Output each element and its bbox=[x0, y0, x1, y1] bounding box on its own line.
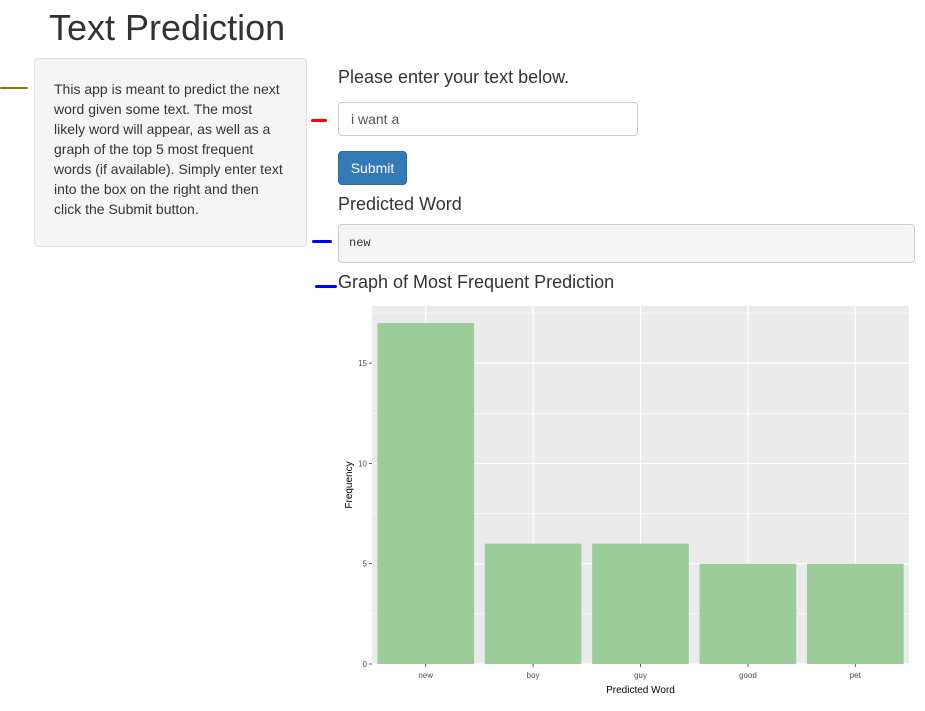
x-tick-label: new bbox=[418, 671, 433, 680]
predicted-word-label: Predicted Word bbox=[338, 194, 462, 214]
bar-boy bbox=[484, 543, 582, 664]
y-tick-label: 15 bbox=[358, 359, 367, 368]
x-tick-label: boy bbox=[527, 671, 540, 680]
x-tick-label: guy bbox=[634, 671, 647, 680]
x-tick-label: pet bbox=[850, 671, 862, 680]
text-input[interactable] bbox=[338, 102, 638, 136]
x-tick-label: good bbox=[739, 671, 757, 680]
x-axis-title: Predicted Word bbox=[606, 685, 675, 696]
bar-pet bbox=[806, 563, 904, 664]
y-tick-label: 0 bbox=[363, 660, 368, 669]
page-title: Text Prediction bbox=[49, 7, 286, 48]
bar-guy bbox=[592, 543, 689, 664]
bar-good bbox=[699, 563, 797, 664]
blue-marker-line-output bbox=[312, 240, 332, 243]
graph-label: Graph of Most Frequent Prediction bbox=[338, 272, 615, 292]
bar-new bbox=[377, 323, 475, 664]
chart-svg: 0 5 10 15 new boy guy good pet Predicted Word Freq… bbox=[344, 306, 909, 696]
predicted-word-output: new bbox=[338, 224, 915, 263]
sidebar-description: This app is meant to predict the next wo… bbox=[54, 81, 283, 217]
y-tick-label: 10 bbox=[358, 459, 367, 468]
red-marker-line bbox=[311, 119, 327, 122]
text-input-label: Please enter your text below. bbox=[338, 67, 570, 87]
olive-marker-line bbox=[0, 87, 28, 89]
submit-button[interactable]: Submit bbox=[338, 151, 407, 185]
y-axis-title: Frequency bbox=[344, 461, 355, 508]
frequency-bar-chart: 0 5 10 15 new boy guy good pet Predicted Word Freq… bbox=[338, 300, 918, 705]
y-tick-label: 5 bbox=[363, 560, 368, 569]
sidebar-panel: This app is meant to predict the next wo… bbox=[34, 58, 307, 247]
blue-marker-line-graph bbox=[315, 285, 337, 288]
